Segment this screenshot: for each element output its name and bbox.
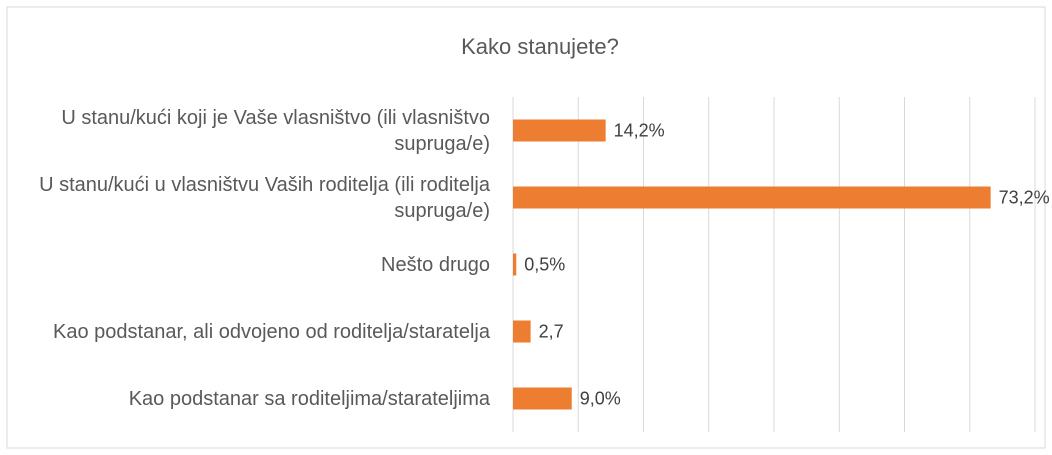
data-label: 14,2% xyxy=(614,120,665,140)
bar xyxy=(513,119,606,142)
category-label: Kao podstanar sa roditeljima/starateljim… xyxy=(128,387,490,410)
category-label: Nešto drugo xyxy=(381,253,490,276)
data-label: 9,0% xyxy=(580,388,621,408)
bar xyxy=(513,253,517,276)
data-label: 2,7 xyxy=(539,321,564,341)
chart-title: Kako stanujete? xyxy=(461,34,619,59)
bar xyxy=(513,320,531,343)
chart-border xyxy=(6,6,1046,449)
bar xyxy=(513,186,991,209)
bar xyxy=(513,387,572,410)
category-label: Kao podstanar, ali odvojeno od roditelja… xyxy=(53,320,490,343)
data-label: 73,2% xyxy=(999,187,1050,207)
category-label: U stanu/kući u vlasništvu Vaših roditelj… xyxy=(39,173,490,222)
data-label: 0,5% xyxy=(524,254,565,274)
category-label: U stanu/kući koji je Vaše vlasništvo (il… xyxy=(61,106,490,155)
